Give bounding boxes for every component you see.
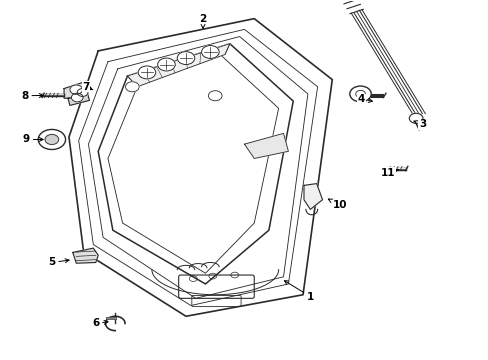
Polygon shape (304, 184, 322, 210)
Text: 10: 10 (327, 199, 346, 210)
Polygon shape (127, 44, 229, 87)
Circle shape (408, 113, 422, 123)
Polygon shape (69, 19, 331, 316)
Circle shape (158, 58, 175, 71)
Circle shape (349, 86, 370, 102)
Text: 7: 7 (82, 82, 93, 92)
Polygon shape (73, 248, 98, 263)
Circle shape (125, 82, 139, 92)
Circle shape (208, 91, 222, 101)
Text: 4: 4 (357, 94, 371, 104)
Text: 11: 11 (380, 168, 398, 178)
Circle shape (177, 51, 194, 64)
Text: 3: 3 (413, 120, 425, 129)
Circle shape (77, 89, 88, 96)
Polygon shape (64, 81, 91, 98)
Polygon shape (244, 134, 288, 158)
Text: 2: 2 (199, 14, 206, 28)
Text: 8: 8 (21, 91, 43, 101)
Polygon shape (68, 93, 89, 105)
Text: 5: 5 (48, 257, 69, 267)
Circle shape (45, 134, 59, 144)
Text: 9: 9 (23, 135, 43, 144)
Text: 1: 1 (284, 281, 313, 302)
Text: 6: 6 (92, 319, 108, 328)
Circle shape (201, 45, 219, 58)
Circle shape (71, 93, 83, 102)
Circle shape (70, 85, 82, 94)
Circle shape (138, 66, 156, 79)
Circle shape (38, 130, 65, 149)
